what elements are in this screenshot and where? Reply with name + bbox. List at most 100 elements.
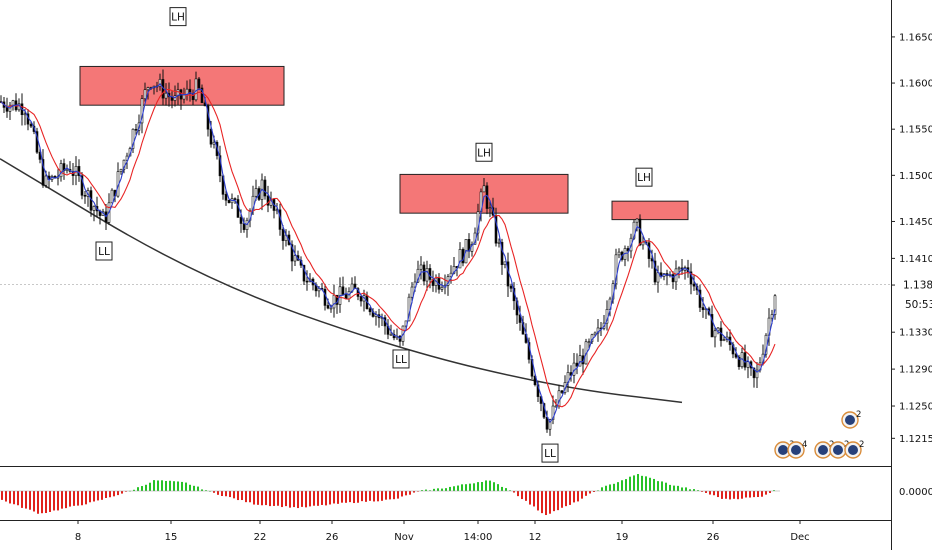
oscillator-bar <box>1 491 3 500</box>
oscillator-bar <box>513 491 515 493</box>
oscillator-bar <box>145 484 147 491</box>
oscillator-bar <box>321 491 323 505</box>
candle-body <box>713 330 717 338</box>
oscillator-bar <box>389 491 391 500</box>
oscillator-bar <box>385 491 387 500</box>
candle-body <box>752 367 756 379</box>
candle-body <box>212 141 216 145</box>
oscillator-bar <box>37 491 39 514</box>
oscillator-bar <box>345 491 347 503</box>
oscillator-bar <box>769 491 771 493</box>
slow-moving-average <box>0 88 776 408</box>
x-tick-label: 15 <box>165 532 178 543</box>
candle-body <box>209 128 213 145</box>
oscillator-bar <box>401 491 403 497</box>
oscillator-bar <box>449 486 451 491</box>
oscillator-bar <box>49 491 51 512</box>
candle-body <box>80 175 84 196</box>
candle-body <box>266 195 270 206</box>
oscillator-bar <box>281 491 283 508</box>
oscillator-bar <box>105 491 107 498</box>
swing-label: LH <box>477 147 491 159</box>
candle-body <box>323 288 327 306</box>
x-tick-label: 14:00 <box>464 532 493 543</box>
oscillator-bar <box>237 491 239 501</box>
candle-body <box>422 264 426 282</box>
candle-body <box>737 356 741 368</box>
oscillator-bar <box>53 491 55 511</box>
candle-body <box>428 268 432 280</box>
oscillator-bar <box>81 491 83 506</box>
oscillator-bar <box>337 491 339 504</box>
swing-label-box <box>95 241 113 261</box>
oscillator-bar <box>685 487 687 491</box>
oscillator-bar <box>553 491 555 512</box>
oscillator-bar <box>149 482 151 491</box>
oscillator-bar <box>85 491 87 505</box>
y-tick-label: 1.16000 <box>899 79 932 90</box>
y-tick-label: 1.12900 <box>899 365 932 376</box>
oscillator-bar <box>29 491 31 510</box>
candle-body <box>326 305 330 309</box>
candle-body <box>164 92 168 99</box>
x-tick-label: Dec <box>790 532 809 543</box>
candle-body <box>389 334 393 336</box>
candle-body <box>188 88 192 94</box>
oscillator-bar <box>253 491 255 505</box>
candle-body <box>290 244 294 262</box>
time-axis[interactable]: 8 15 22 26 Nov 14:00 12 19 26 Dec <box>75 520 810 543</box>
oscillator-bar <box>397 491 399 499</box>
oscillator-bar <box>201 489 203 491</box>
candle-body <box>197 78 201 89</box>
oscillator-bar <box>393 491 395 500</box>
x-tick-label: 22 <box>254 532 267 543</box>
candle-body <box>134 128 138 131</box>
oscillator-bar <box>97 491 99 501</box>
candle-body <box>773 295 777 315</box>
candle-body <box>518 314 522 323</box>
oscillator-bar <box>409 491 411 495</box>
candle-body <box>233 198 237 200</box>
candle-body <box>710 314 714 338</box>
candle-body <box>227 199 231 204</box>
oscillator-bar <box>477 482 479 491</box>
oscillator-bar <box>629 476 631 491</box>
oscillator-bar <box>753 491 755 498</box>
oscillator-bar <box>441 488 443 491</box>
oscillator-bar <box>305 491 307 508</box>
oscillator-bar <box>329 491 331 505</box>
candle-body <box>110 189 114 204</box>
event-count: 4 <box>802 440 807 450</box>
oscillator-bar <box>169 480 171 491</box>
oscillator-bar <box>93 491 95 502</box>
candle-body <box>548 419 552 430</box>
oscillator-bar <box>473 483 475 491</box>
oscillator-bar <box>757 491 759 498</box>
oscillator-bar <box>497 484 499 491</box>
oscillator-bar <box>261 491 263 506</box>
oscillator-bar <box>525 491 527 501</box>
oscillator-bar <box>89 491 91 503</box>
oscillator-bar <box>489 480 491 491</box>
oscillator-bar <box>221 491 223 497</box>
candle-body <box>551 405 555 420</box>
oscillator-bar <box>277 491 279 506</box>
candle-body <box>677 267 681 270</box>
oscillator-bar <box>665 482 667 491</box>
oscillator-bar <box>181 481 183 491</box>
candle-body <box>482 185 486 193</box>
candle-body <box>509 285 513 289</box>
oscillator-bar <box>713 491 715 496</box>
candle-body <box>239 217 243 224</box>
swing-label: LH <box>171 12 185 24</box>
candle-body <box>488 207 492 209</box>
candle-body <box>500 241 504 266</box>
candle-body <box>281 229 285 241</box>
oscillator-bar <box>637 474 639 491</box>
oscillator-bar <box>293 491 295 508</box>
oscillator-bar <box>353 491 355 504</box>
candle-body <box>29 123 33 127</box>
price-axis[interactable]: 1.16500 1.16000 1.15500 1.15000 1.14500 1.141… <box>891 32 932 445</box>
